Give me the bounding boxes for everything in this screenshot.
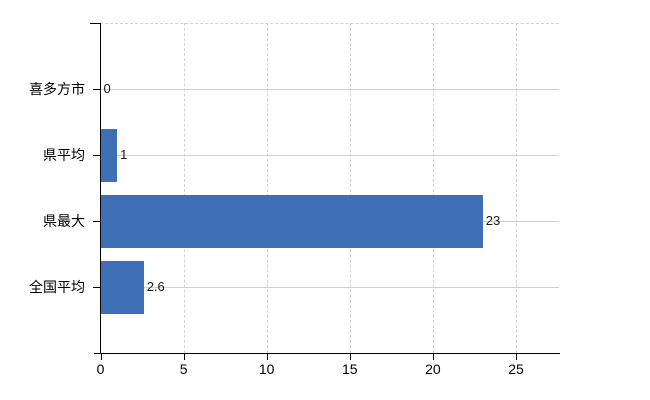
v-gridline: [432, 23, 434, 353]
y-axis-tick: [92, 221, 100, 222]
x-tick-label: 0: [96, 361, 105, 377]
x-axis-tick: [432, 354, 434, 360]
plot-top-border: [99, 23, 559, 24]
x-axis-line: [94, 353, 560, 354]
v-gridline: [266, 23, 268, 353]
y-axis-end-tick: [89, 23, 100, 24]
x-tick-label: 10: [258, 361, 275, 377]
y-axis-tick: [92, 155, 100, 156]
x-tick-label: 5: [179, 361, 188, 377]
v-gridline: [349, 23, 351, 353]
x-tick-label: 20: [425, 361, 441, 377]
x-axis-tick: [349, 354, 351, 360]
y-axis-tick: [92, 287, 100, 288]
x-tick-label: 25: [508, 361, 524, 377]
x-axis-tick: [266, 354, 268, 360]
y-axis-line: [99, 23, 101, 354]
x-axis-tick: [183, 354, 185, 360]
value-label: 1: [120, 147, 128, 162]
h-gridline: [99, 89, 559, 90]
value-label: 2.6: [146, 279, 165, 294]
bar-県平均: [100, 128, 118, 182]
v-gridline: [183, 23, 185, 353]
bar-県最大: [100, 194, 483, 248]
value-label: 23: [485, 213, 501, 228]
bar-全国平均: [100, 260, 144, 314]
h-gridline: [99, 155, 559, 156]
y-axis-tick: [92, 89, 100, 90]
category-label: 県最大: [43, 213, 85, 229]
category-label: 県平均: [43, 147, 85, 163]
x-axis-tick: [516, 354, 517, 360]
x-axis-tick: [100, 354, 102, 360]
h-gridline: [99, 287, 559, 288]
category-label: 全国平均: [29, 279, 85, 295]
x-tick-label: 15: [342, 361, 358, 377]
value-label: 0: [103, 81, 111, 96]
v-gridline: [516, 23, 517, 353]
category-label: 喜多方市: [29, 81, 85, 97]
